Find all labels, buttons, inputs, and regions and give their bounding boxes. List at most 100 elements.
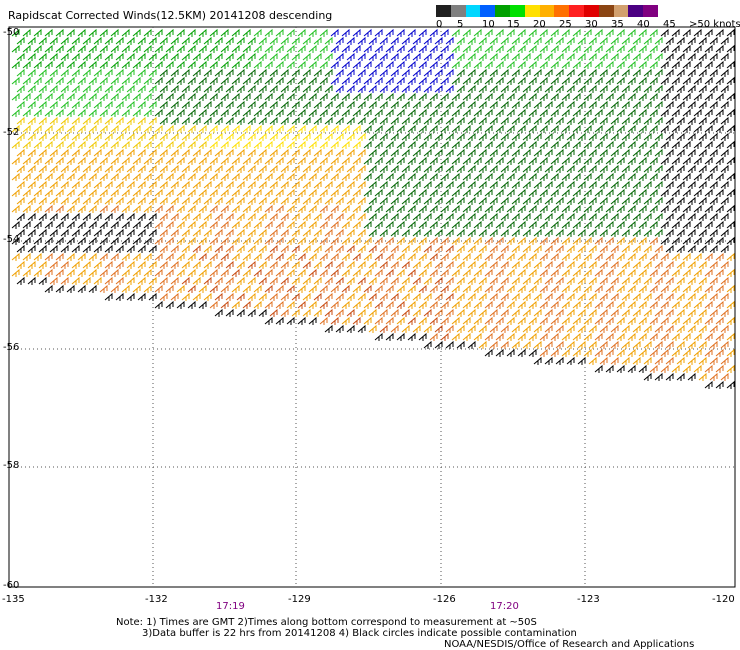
wind-barb — [704, 156, 713, 165]
wind-barb — [550, 92, 559, 101]
wind-barb — [500, 308, 509, 317]
wind-barb — [11, 236, 20, 245]
wind-barb — [594, 60, 603, 69]
wind-barb — [456, 116, 465, 125]
wind-barb — [291, 180, 300, 189]
wind-barb — [154, 140, 163, 149]
wind-barb — [500, 116, 509, 125]
wind-barb — [489, 244, 498, 253]
wind-barb — [77, 44, 86, 53]
colorbar-swatch — [613, 5, 629, 17]
wind-barb — [621, 52, 630, 61]
wind-barb — [121, 76, 130, 85]
wind-barb — [121, 220, 130, 229]
wind-barb — [154, 204, 163, 213]
wind-barb — [649, 76, 658, 85]
wind-barb — [401, 116, 410, 125]
wind-barb — [385, 156, 394, 165]
wind-barb — [588, 100, 597, 109]
wind-barb — [286, 60, 295, 69]
wind-barb — [676, 84, 685, 93]
wind-barb — [638, 268, 647, 277]
wind-barb — [385, 220, 394, 229]
wind-barb — [566, 68, 575, 77]
wind-barb — [181, 68, 190, 77]
wind-barb — [561, 92, 570, 101]
wind-barb — [390, 100, 399, 109]
wind-barb — [22, 268, 31, 277]
wind-barb — [104, 260, 113, 269]
wind-barb — [401, 148, 410, 157]
wind-barb — [676, 100, 685, 109]
wind-barb — [627, 28, 636, 37]
wind-barb — [528, 140, 537, 149]
wind-barb — [253, 252, 262, 261]
wind-barb — [363, 252, 372, 261]
wind-barb — [143, 28, 152, 37]
wind-barb — [429, 44, 438, 53]
wind-barb — [176, 268, 185, 277]
wind-barb — [478, 180, 487, 189]
wind-barb — [561, 316, 570, 325]
wind-barb — [44, 92, 53, 101]
wind-barb — [82, 116, 91, 125]
wind-barb — [137, 228, 146, 237]
wind-barb — [49, 276, 58, 285]
wind-barb — [649, 364, 658, 373]
wind-barb — [671, 28, 680, 37]
wind-barb — [621, 68, 630, 77]
wind-barb — [203, 260, 212, 269]
wind-barb — [324, 212, 333, 221]
wind-barb — [170, 68, 179, 77]
wind-barb — [616, 140, 625, 149]
wind-barb — [198, 92, 207, 101]
wind-barb — [126, 52, 135, 61]
wind-barb — [599, 260, 608, 269]
wind-barb — [313, 180, 322, 189]
wind-barb — [627, 60, 636, 69]
wind-barb — [225, 196, 234, 205]
wind-barb — [385, 140, 394, 149]
wind-barb — [643, 196, 652, 205]
wind-barb — [473, 204, 482, 213]
wind-barb — [16, 244, 25, 253]
wind-barb — [638, 156, 647, 165]
wind-barb — [418, 44, 427, 53]
wind-barb — [583, 92, 592, 101]
wind-barb — [192, 244, 201, 253]
wind-barb — [698, 132, 707, 141]
wind-barb — [489, 292, 498, 301]
colorbar-swatch — [539, 5, 555, 17]
wind-barb — [11, 172, 20, 181]
wind-barb — [445, 36, 454, 45]
wind-barb — [192, 116, 201, 125]
wind-barb — [22, 236, 31, 245]
wind-barb — [225, 244, 234, 253]
wind-barb — [379, 212, 388, 221]
wind-barb — [82, 276, 91, 285]
wind-barb — [671, 44, 680, 53]
wind-barb — [302, 276, 311, 285]
wind-barb — [676, 68, 685, 77]
wind-barb — [357, 116, 366, 125]
wind-barb — [264, 44, 273, 53]
wind-barb — [27, 196, 36, 205]
wind-barb — [269, 116, 278, 125]
wind-barb — [451, 108, 460, 117]
wind-barb — [528, 348, 537, 357]
wind-barb — [599, 52, 608, 61]
wind-barb — [407, 156, 416, 165]
wind-barb — [577, 276, 586, 285]
wind-barb — [643, 356, 652, 365]
wind-barb — [99, 108, 108, 117]
wind-barb — [484, 172, 493, 181]
wind-barb — [709, 52, 718, 61]
wind-barb — [511, 132, 520, 141]
wind-barb — [110, 60, 119, 69]
wind-barb — [374, 140, 383, 149]
wind-barb — [346, 180, 355, 189]
wind-barb — [544, 84, 553, 93]
wind-barb — [511, 100, 520, 109]
wind-barb — [38, 276, 47, 285]
wind-barb — [654, 36, 663, 45]
